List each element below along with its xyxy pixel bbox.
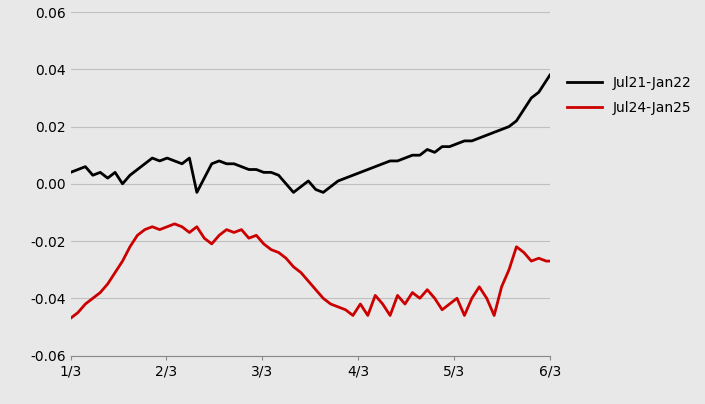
Jul21-Jan22 (66, 170, 75, 175)
Jul24-Jan25 (66, 316, 75, 321)
Jul24-Jan25 (546, 259, 554, 263)
Jul21-Jan22 (386, 158, 394, 163)
Legend: Jul21-Jan22, Jul24-Jan25: Jul21-Jan22, Jul24-Jan25 (562, 71, 697, 121)
Jul21-Jan22 (200, 176, 209, 181)
Jul21-Jan22 (423, 147, 431, 152)
Line: Jul21-Jan22: Jul21-Jan22 (70, 75, 550, 192)
Jul24-Jan25 (274, 250, 283, 255)
Jul21-Jan22 (546, 73, 554, 78)
Jul24-Jan25 (386, 313, 394, 318)
Jul24-Jan25 (171, 221, 179, 226)
Jul24-Jan25 (423, 287, 431, 292)
Jul21-Jan22 (446, 144, 454, 149)
Jul21-Jan22 (192, 190, 201, 195)
Jul24-Jan25 (446, 301, 454, 307)
Line: Jul24-Jan25: Jul24-Jan25 (70, 224, 550, 318)
Jul24-Jan25 (319, 296, 327, 301)
Jul24-Jan25 (200, 236, 209, 241)
Jul21-Jan22 (274, 173, 283, 178)
Jul21-Jan22 (319, 190, 327, 195)
